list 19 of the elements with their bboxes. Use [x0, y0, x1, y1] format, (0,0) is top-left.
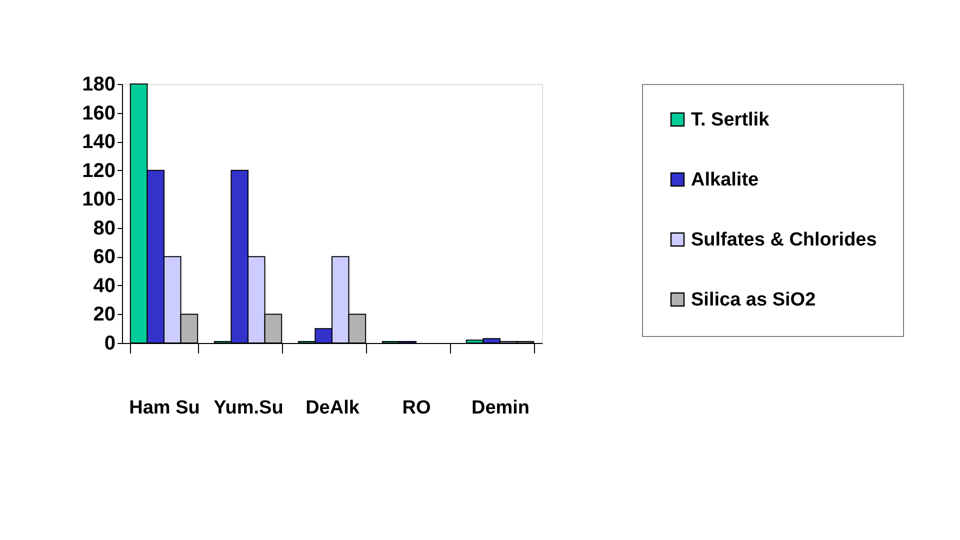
y-tick-label: 120	[82, 160, 116, 182]
legend-label: Silica as SiO2	[691, 290, 816, 310]
y-tick-label: 20	[93, 304, 116, 326]
y-tick-label: 100	[82, 188, 116, 211]
legend-label: Alkalite	[691, 170, 759, 190]
x-tick-label: Yum.Su	[214, 398, 284, 418]
y-tick-label: 40	[93, 274, 116, 297]
y-tick-label: 140	[82, 131, 116, 154]
y-tick-label: 180	[82, 74, 116, 96]
x-tick-label: Ham Su	[129, 398, 200, 418]
x-tick-label: RO	[402, 398, 431, 418]
y-tick-label: 60	[93, 246, 116, 268]
x-tick-label: Demin	[471, 398, 530, 418]
x-tick-label: DeAlk	[306, 398, 360, 418]
y-tick-label: 80	[93, 217, 116, 240]
legend-label: Sulfates & Chlorides	[691, 230, 877, 250]
legend-label: T. Sertlik	[691, 110, 770, 130]
y-tick-label: 0	[104, 332, 116, 354]
y-tick-label: 160	[82, 102, 116, 124]
